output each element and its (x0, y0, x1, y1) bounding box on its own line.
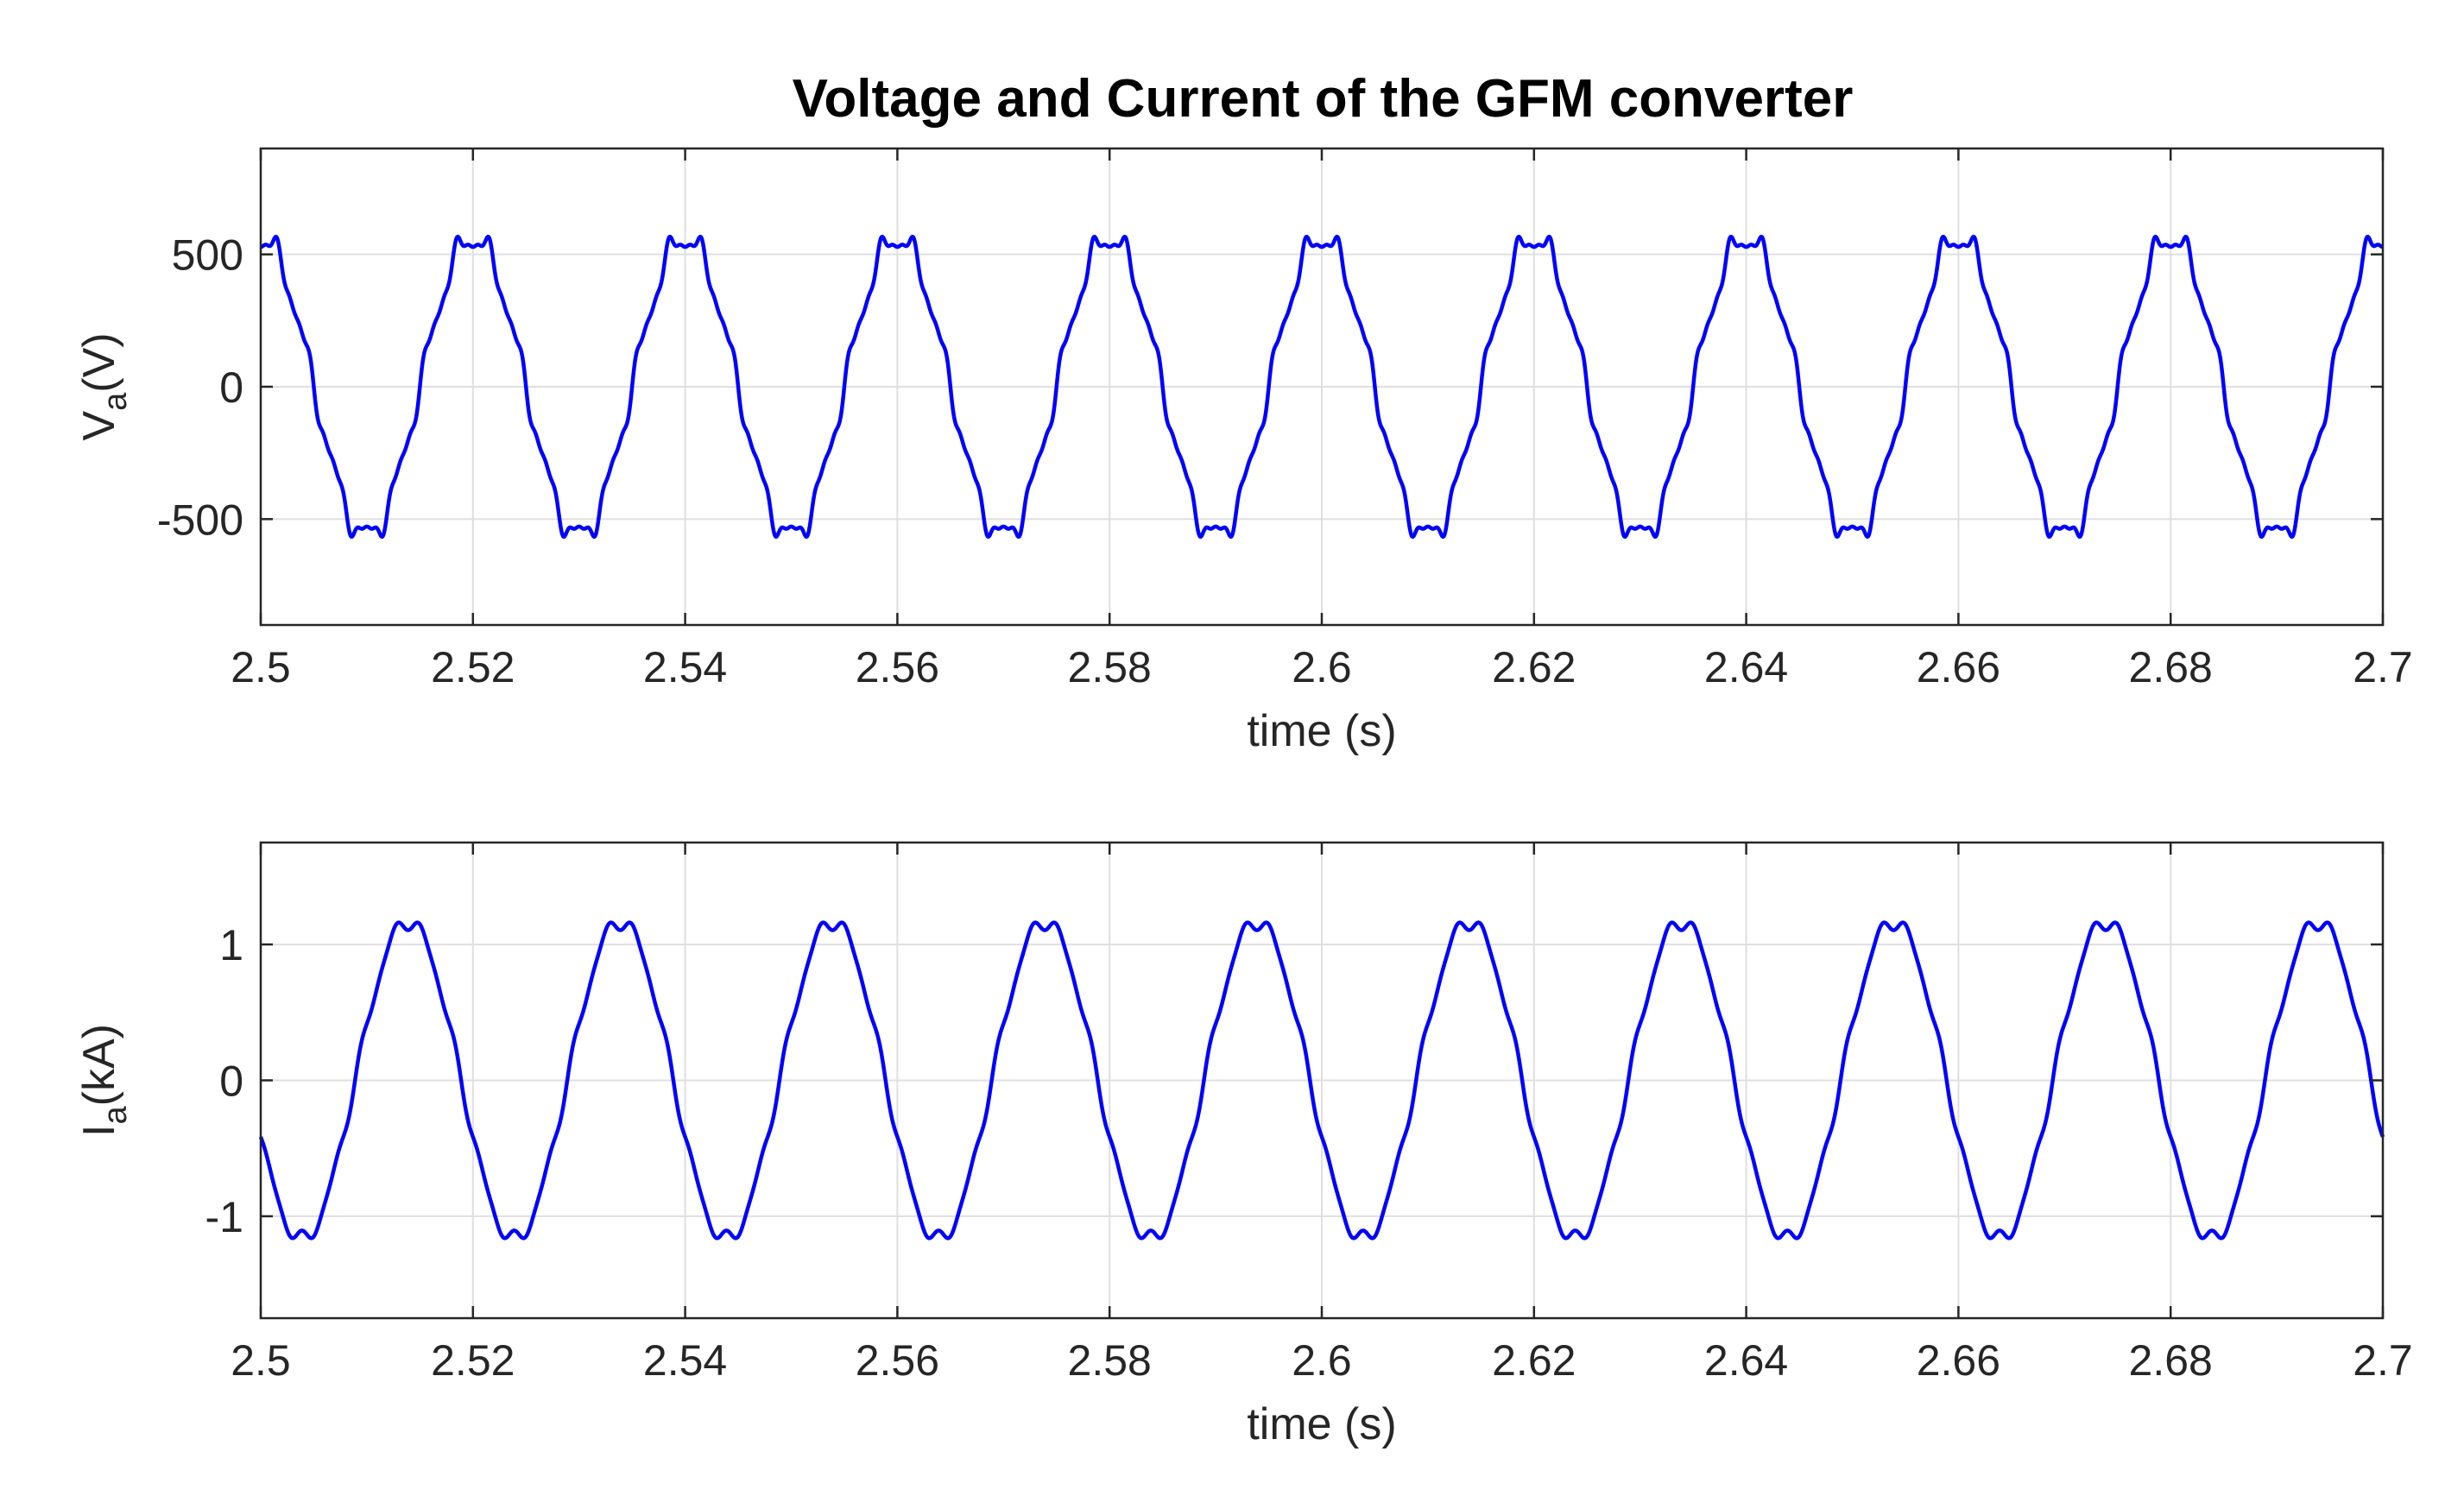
current-x-axis-label: time (s) (1247, 1399, 1396, 1449)
voltage-y-label-unit: (V) (74, 332, 124, 392)
x-tick-label: 2.5 (231, 1336, 291, 1385)
current-y-axis-label: Ia(kA) (74, 1024, 134, 1137)
x-tick-label: 2.5 (231, 643, 291, 691)
current-subplot: 2.5 2.52 2.54 2.56 2.58 2.6 2.62 2.64 2.66 2.68 2.… (74, 841, 2413, 1449)
current-tick-labels: 2.5 2.52 2.54 2.56 2.58 2.6 2.62 2.64 2.66 2.68 2.… (205, 921, 2413, 1385)
voltage-y-axis-label: Va(V) (74, 332, 134, 440)
voltage-x-axis-label: time (s) (1247, 706, 1396, 756)
x-tick-label: 2.54 (643, 643, 727, 691)
x-tick-label: 2.52 (431, 643, 515, 691)
x-tick-label: 2.68 (2129, 1336, 2213, 1385)
voltage-grid (261, 148, 2383, 625)
figure-title: Voltage and Current of the GFM converter (793, 69, 1854, 129)
x-tick-label: 2.7 (2353, 1336, 2413, 1385)
y-tick-label: -1 (205, 1193, 243, 1241)
y-tick-label: 1 (219, 921, 243, 969)
x-tick-label: 2.66 (1917, 1336, 2000, 1385)
current-ticks (259, 843, 2385, 1318)
x-tick-label: 2.62 (1492, 643, 1576, 691)
x-tick-label: 2.6 (1292, 1336, 1352, 1385)
x-tick-label: 2.56 (856, 643, 939, 691)
voltage-subplot: 2.5 2.52 2.54 2.56 2.58 2.6 2.62 2.64 2.66 2.68 2.… (74, 147, 2413, 756)
x-tick-label: 2.64 (1704, 1336, 1788, 1385)
svg-text:Va(V): Va(V) (74, 332, 134, 440)
y-tick-label: 0 (219, 1057, 243, 1106)
current-grid (261, 843, 2383, 1318)
current-y-label-symbol: I (74, 1125, 124, 1137)
voltage-y-label-symbol: V (74, 411, 124, 441)
series-line (258, 920, 2385, 1240)
voltage-tick-labels: 2.5 2.52 2.54 2.56 2.58 2.6 2.62 2.64 2.66 2.68 2.… (157, 231, 2413, 691)
x-tick-label: 2.64 (1704, 643, 1788, 691)
x-tick-label: 2.52 (431, 1336, 515, 1385)
y-tick-label: 500 (172, 231, 243, 280)
voltage-series (259, 234, 2385, 540)
x-tick-label: 2.66 (1917, 643, 2000, 691)
x-tick-label: 2.54 (643, 1336, 727, 1385)
current-series (258, 920, 2385, 1240)
x-tick-label: 2.58 (1068, 643, 1152, 691)
y-tick-label: -500 (157, 496, 243, 544)
x-tick-label: 2.56 (856, 1336, 939, 1385)
series-line (259, 234, 2385, 540)
svg-text:Ia(kA): Ia(kA) (74, 1024, 134, 1137)
y-tick-label: 0 (219, 363, 243, 412)
current-y-label-unit: (kA) (74, 1024, 124, 1106)
x-tick-label: 2.7 (2353, 643, 2413, 691)
x-tick-label: 2.62 (1492, 1336, 1576, 1385)
x-tick-label: 2.68 (2129, 643, 2213, 691)
x-tick-label: 2.58 (1068, 1336, 1152, 1385)
x-tick-label: 2.6 (1292, 643, 1352, 691)
current-y-label-subscript: a (98, 1106, 134, 1125)
voltage-y-label-subscript: a (98, 392, 134, 411)
voltage-ticks (259, 148, 2385, 625)
